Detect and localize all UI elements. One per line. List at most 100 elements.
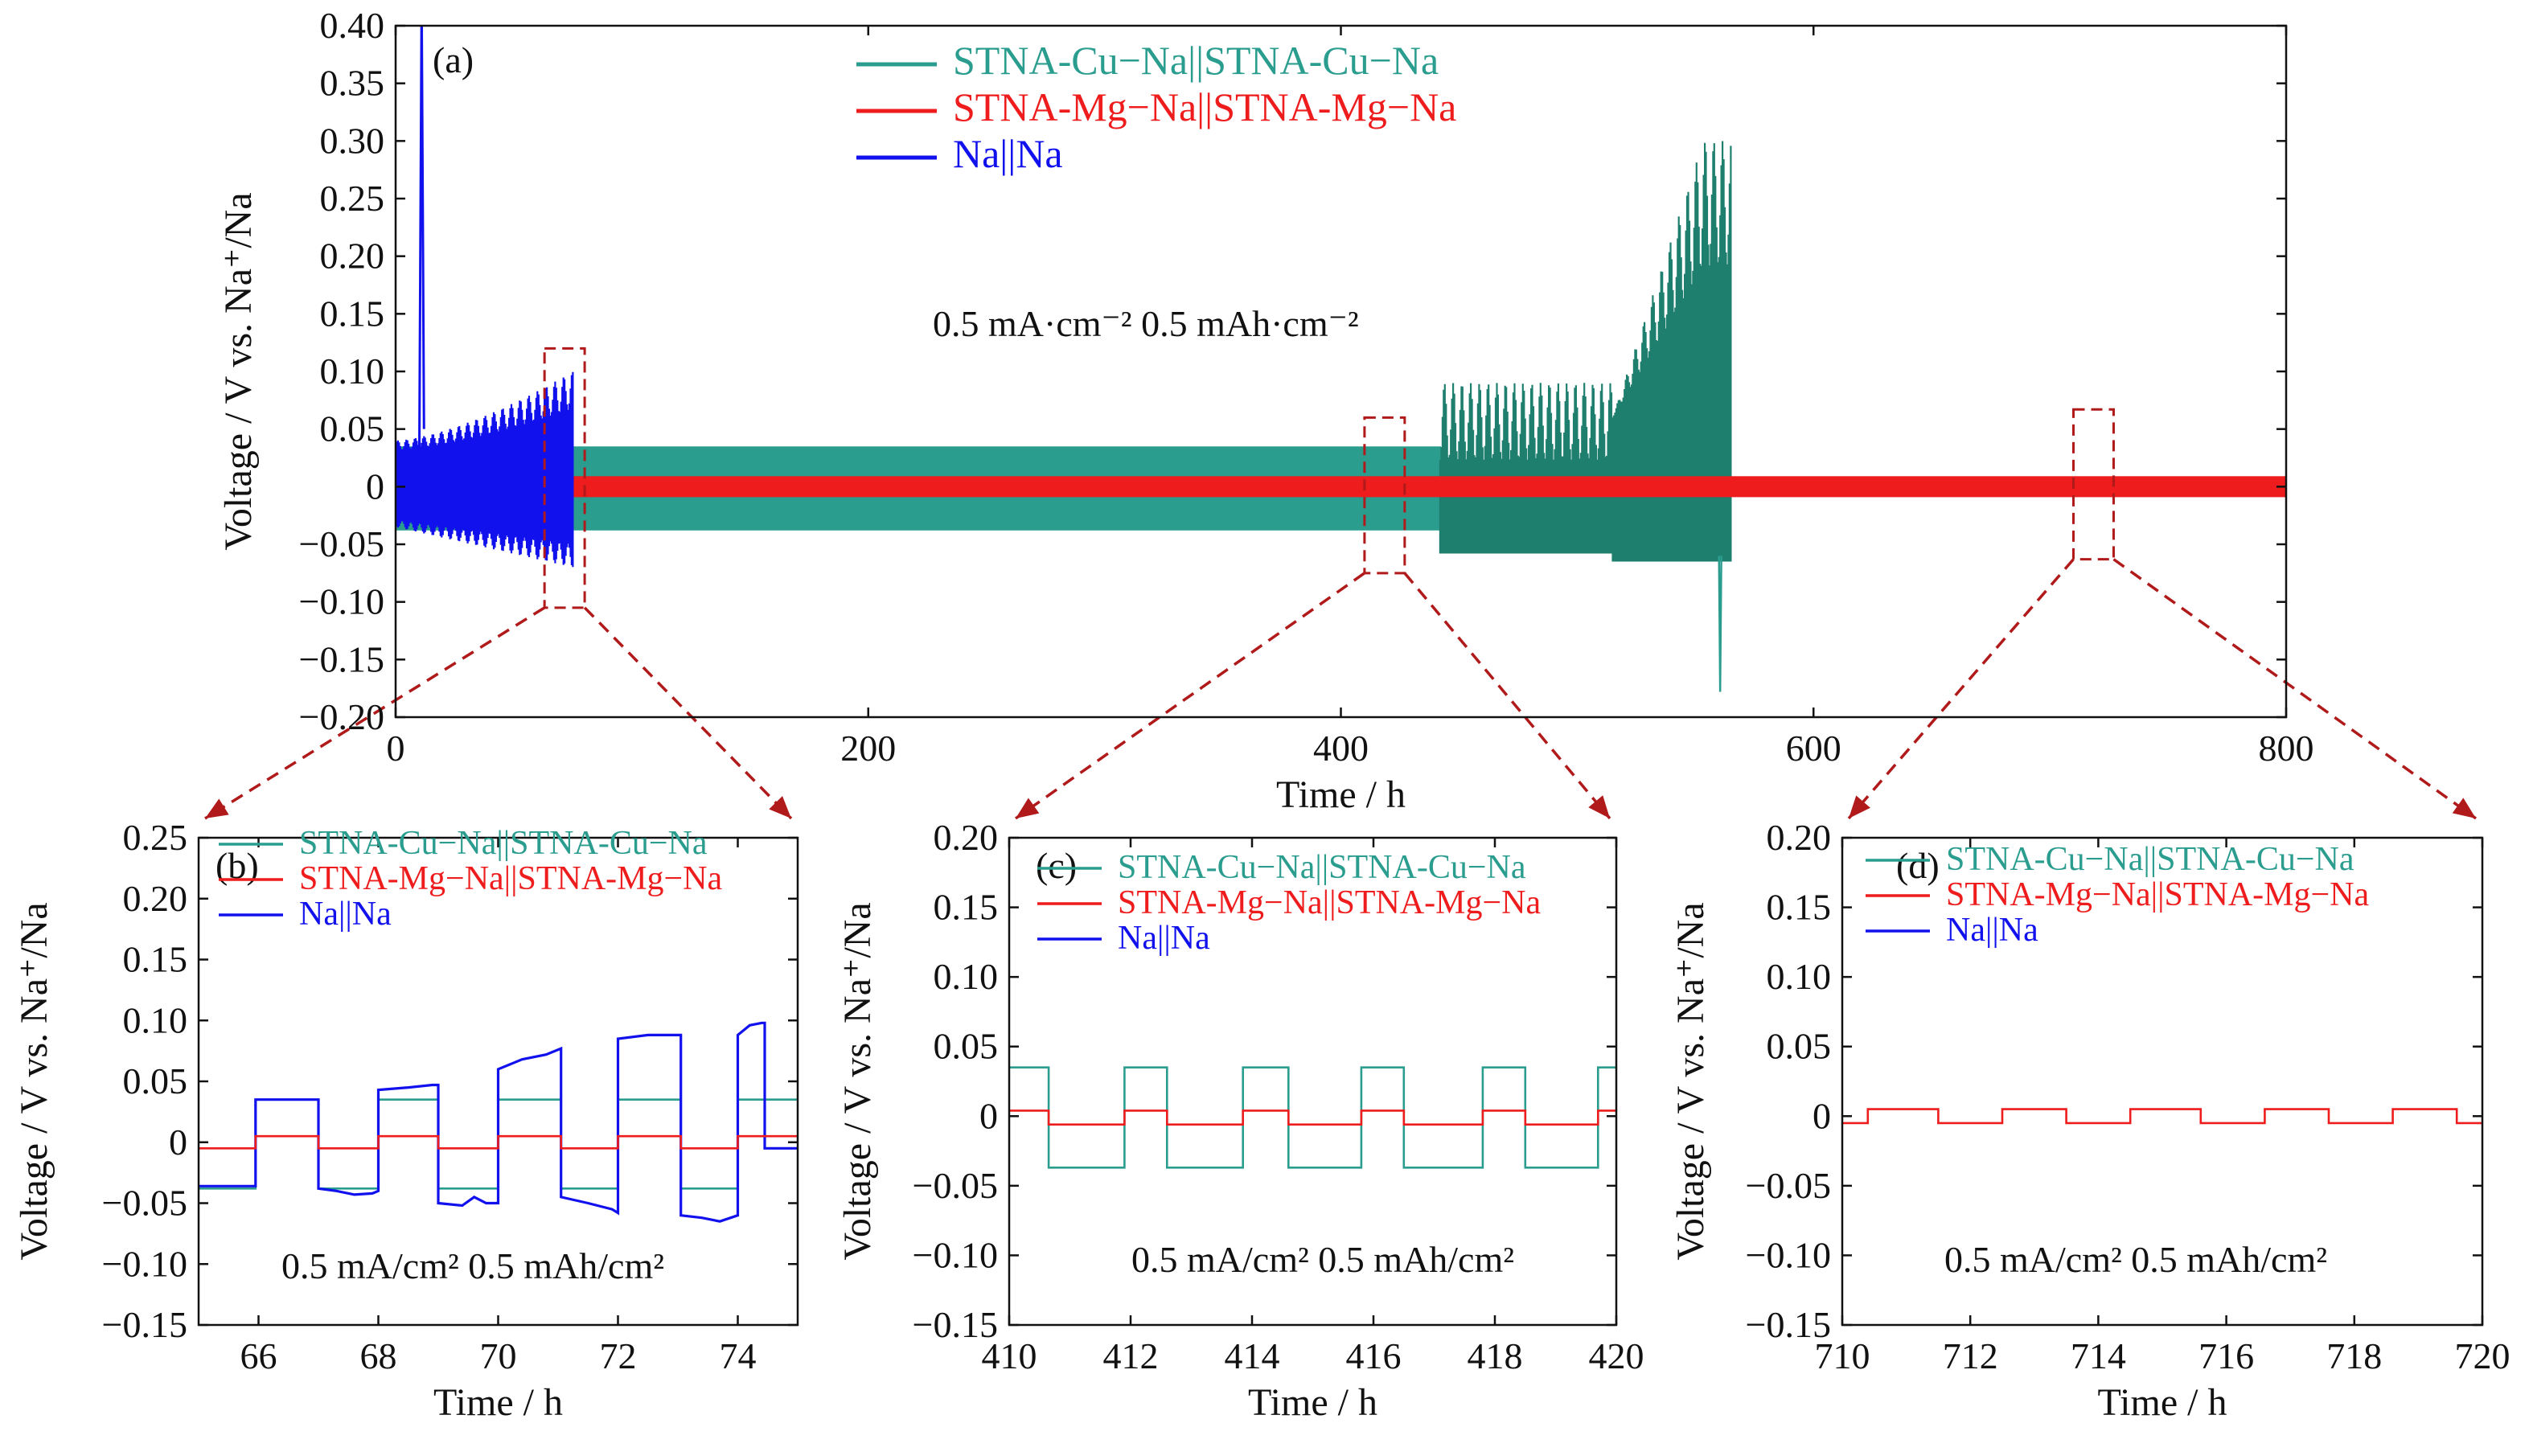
series-na-segment-0 [396,371,574,568]
y-tick-label: 0.20 [934,817,999,858]
legend-b: STNA-Cu−Na||STNA-Cu−NaSTNA-Mg−Na||STNA-M… [219,825,723,933]
x-axis-title-a: Time / h [1276,773,1406,816]
y-tick-label: −0.15 [102,1304,187,1345]
y-tick-label: 0.15 [1767,887,1832,928]
legend-a: STNA-Cu−Na||STNA-Cu−NaSTNA-Mg−Na||STNA-M… [856,38,1456,176]
conditions-annotation-b: 0.5 mA/cm² 0.5 mAh/cm² [281,1245,664,1286]
x-tick-label: 714 [2071,1335,2126,1376]
series-mg-line [1009,1109,1616,1126]
zoom-connector-c [1403,572,1611,820]
y-tick-label: 0.10 [934,956,999,997]
legend-label-na: Na||Na [953,131,1063,176]
x-axis-title-d: Time / h [2098,1381,2227,1424]
y-tick-label: 0 [366,466,384,507]
y-tick-label: 0.25 [123,817,188,858]
panel-b: −0.15 −0.10 −0.05 0 0.05 0.10 0.15 0.20 0.25 66 68… [13,817,799,1424]
x-tick-label: 710 [1815,1335,1870,1376]
zoom-connector-c [1014,572,1365,820]
y-tick-label: 0 [1813,1095,1831,1136]
legend-label-na: Na||Na [299,896,392,933]
y-tick-label: 0.35 [320,63,385,104]
y-tick-label: 0.40 [320,5,385,46]
y-tick-label: 0.30 [320,120,385,161]
panel-label-c: (c) [1036,845,1077,886]
panels: −0.20 −0.15 −0.10 −0.05 0 0.05 0.10 0.15 0.20 0.2… [13,5,2510,1424]
y-tick-label: −0.05 [1746,1165,1831,1206]
x-tick-label: 200 [840,728,896,769]
y-tick-label: −0.10 [1746,1234,1831,1275]
y-tick-label: 0.20 [320,236,385,277]
y-tick-label: −0.15 [299,638,384,679]
zoom-connectors [204,558,2478,820]
series-cu-spike [1718,556,1722,692]
y-tick-label: 0.05 [934,1026,999,1067]
x-tick-label: 66 [240,1335,277,1376]
y-tick-label: 0.15 [934,887,999,928]
x-tick-label: 600 [1786,728,1841,769]
legend-label-na: Na||Na [1946,912,2038,949]
panel-c: −0.15 −0.10 −0.05 0 0.05 0.10 0.15 0.20 410 412 41… [836,817,1644,1424]
y-tick-label: 0.05 [123,1060,188,1101]
y-tick-label: −0.05 [102,1183,187,1224]
x-tick-label: 412 [1103,1335,1159,1376]
legend-label-na: Na||Na [1118,920,1210,957]
series-mg-line [199,1134,798,1150]
zoom-connector-b [204,606,546,820]
x-tick-label: 70 [480,1335,517,1376]
y-tick-label: 0.10 [320,351,385,392]
plot-area-a [396,26,2286,692]
legend-d: STNA-Cu−Na||STNA-Cu−NaSTNA-Mg−Na||STNA-M… [1866,841,2370,949]
x-tick-label: 74 [720,1335,757,1376]
y-tick-label: 0.10 [1767,956,1832,997]
series-mg-line [1842,1108,2482,1125]
y-axis-title-a: Voltage / V vs. Na⁺/Na [217,192,260,550]
conditions-annotation-c: 0.5 mA/cm² 0.5 mAh/cm² [1131,1239,1514,1280]
zoom-arrowhead-b [205,798,229,818]
series-mg-band [573,476,2286,498]
y-tick-label: 0.25 [320,178,385,219]
y-tick-label: −0.20 [299,696,384,737]
y-axis-title-d: Voltage / V vs. Na⁺/Na [1669,902,1712,1260]
y-tick-label: 0.05 [320,408,385,449]
legend-label-mg: STNA-Mg−Na||STNA-Mg−Na [1118,884,1542,921]
conditions-annotation-d: 0.5 mA/cm² 0.5 mAh/cm² [1944,1239,2327,1280]
x-tick-label: 416 [1346,1335,1402,1376]
y-tick-label: 0 [169,1122,187,1163]
y-tick-label: 0.10 [123,999,188,1040]
y-tick-label: 0.15 [320,293,385,334]
y-tick-label: −0.05 [913,1165,998,1206]
x-tick-label: 718 [2326,1335,2382,1376]
panel-label-a: (a) [433,39,474,80]
y-axis-title-b: Voltage / V vs. Na⁺/Na [13,902,55,1260]
legend-label-cu: STNA-Cu−Na||STNA-Cu−Na [299,825,708,862]
zoom-arrowhead-c [1588,795,1610,818]
x-tick-label: 0 [387,728,405,769]
zoom-connector-d [1847,558,2075,820]
series-na-line [199,1021,798,1223]
y-tick-label: −0.15 [913,1304,998,1345]
zoom-connector-b [583,606,793,820]
series-na-trace [396,26,574,568]
plot-area-b [199,1021,798,1223]
legend-label-mg: STNA-Mg−Na||STNA-Mg−Na [1946,876,2370,913]
y-tick-label: 0.05 [1767,1026,1832,1067]
zoom-arrowhead-d [1849,795,1870,818]
x-tick-label: 400 [1313,728,1369,769]
legend-label-mg: STNA-Mg−Na||STNA-Mg−Na [299,860,723,897]
y-tick-label: −0.15 [1746,1304,1831,1345]
y-axis-title-c: Voltage / V vs. Na⁺/Na [836,902,879,1260]
legend-label-cu: STNA-Cu−Na||STNA-Cu−Na [953,38,1439,83]
x-tick-label: 712 [1943,1335,1998,1376]
y-tick-label: 0.20 [123,878,188,919]
x-axis-title-b: Time / h [433,1381,563,1424]
y-tick-label: 0 [979,1095,998,1136]
y-tick-label: −0.10 [913,1234,998,1275]
x-tick-label: 72 [600,1335,637,1376]
plot-frame-d [1841,836,2484,1327]
panel-label-d: (d) [1896,845,1940,886]
x-tick-label: 420 [1589,1335,1644,1376]
y-tick-label: −0.05 [299,523,384,564]
conditions-annotation-a: 0.5 mA·cm⁻² 0.5 mAh·cm⁻² [933,303,1359,344]
legend-label-cu: STNA-Cu−Na||STNA-Cu−Na [1946,841,2354,878]
